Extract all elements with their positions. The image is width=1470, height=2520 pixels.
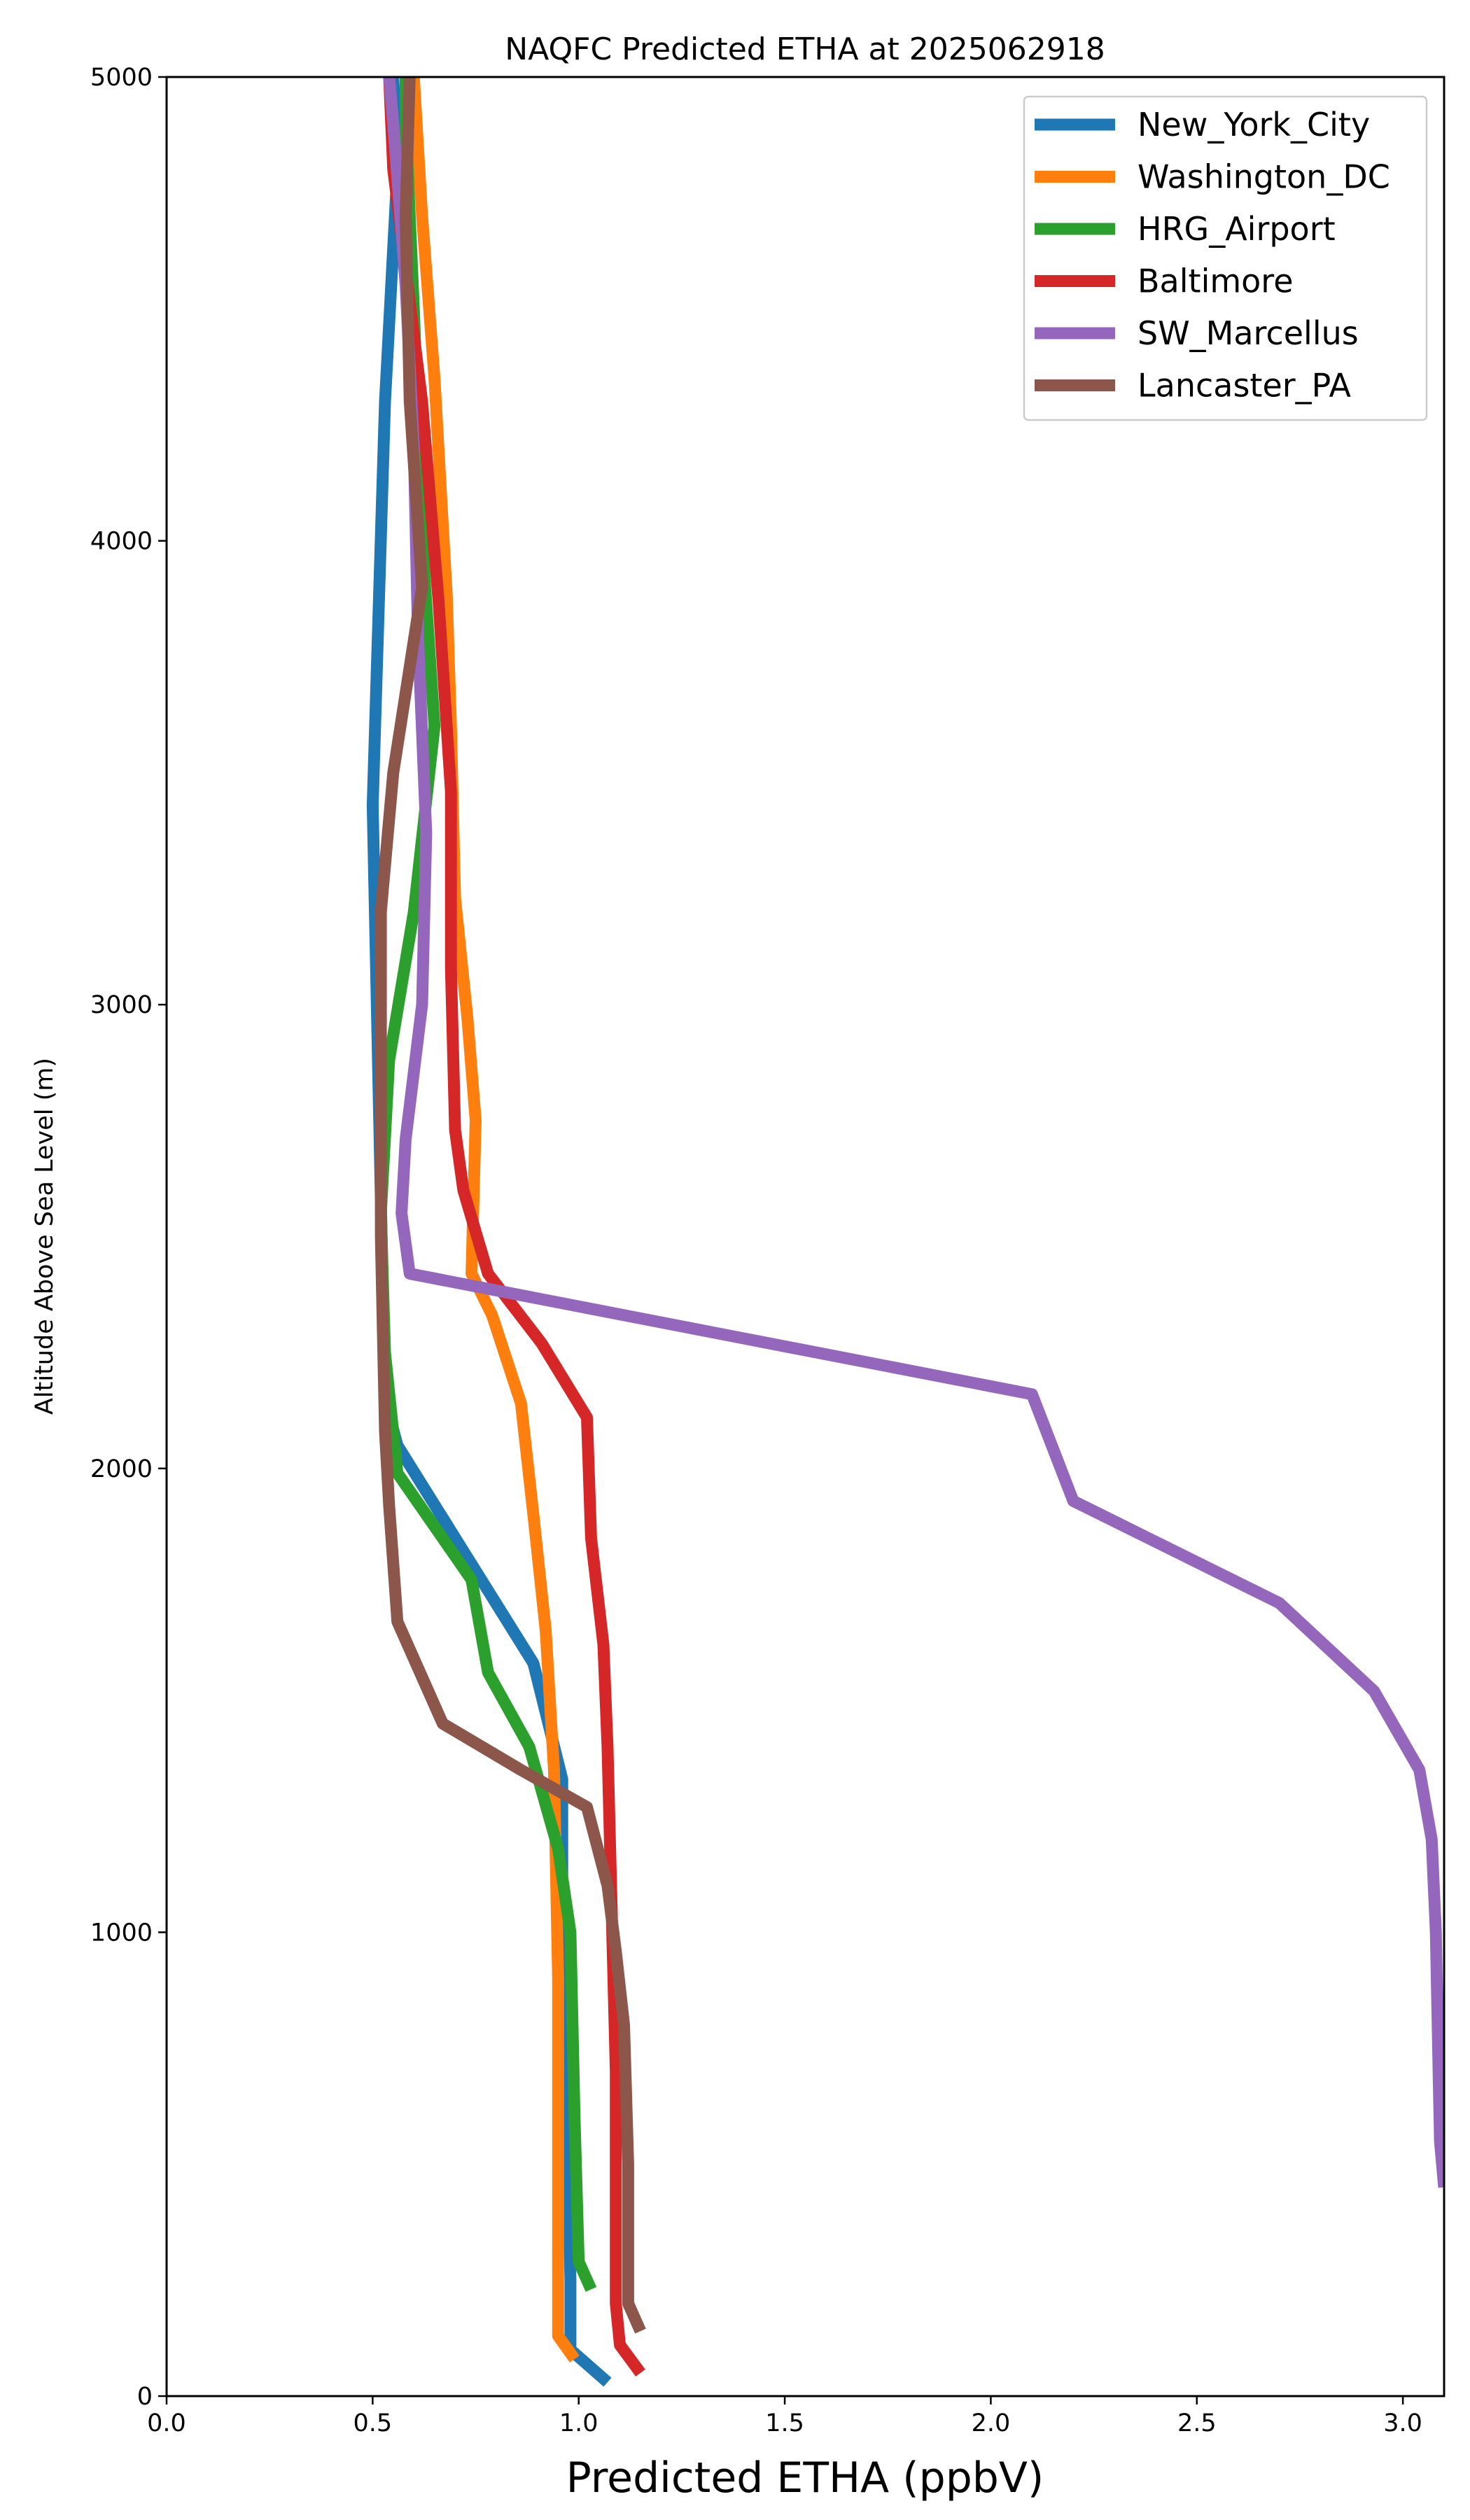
y-tick-label: 1000 [90, 1919, 153, 1947]
plot-frame [165, 76, 1446, 2398]
series-line-baltimore [383, 77, 645, 2376]
x-tick-label: 2.0 [972, 2409, 1011, 2437]
series-line-washington-dc [407, 77, 580, 2362]
legend: New_York_City Washington_DC HRG_Airport Bal… [1023, 95, 1428, 421]
y-tick-label: 5000 [90, 64, 153, 92]
legend-label-baltimore: Baltimore [1138, 262, 1294, 300]
x-tick-label: 1.5 [765, 2409, 804, 2437]
y-tick-label: 0 [137, 2383, 153, 2411]
y-tick-label: 3000 [90, 991, 153, 1019]
series-line-new-york-city [366, 77, 612, 2387]
x-axis-label: Predicted ETHA (ppbV) [566, 2454, 1044, 2502]
series-layer [366, 77, 1444, 2387]
chart-title: NAQFC Predicted ETHA at 2025062918 [505, 31, 1105, 67]
legend-box [1023, 95, 1428, 421]
x-tick-label: 0.5 [354, 2409, 393, 2437]
x-tick-label: 0.0 [147, 2409, 186, 2437]
y-axis: 0 1000 2000 3000 4000 5000 [90, 64, 167, 2411]
legend-label-lancaster-pa: Lancaster_PA [1138, 367, 1351, 405]
x-tick-label: 3.0 [1383, 2409, 1422, 2437]
legend-label-hrg-airport: HRG_Airport [1138, 210, 1336, 248]
legend-label-sw-marcellus: SW_Marcellus [1138, 314, 1359, 352]
y-axis-label: Altitude Above Sea Level (m) [31, 1058, 59, 1415]
legend-label-washington-dc: Washington_DC [1138, 158, 1390, 196]
y-tick-label: 4000 [90, 528, 153, 556]
y-tick-label: 2000 [90, 1455, 153, 1483]
x-axis: 0.0 0.5 1.0 1.5 2.0 2.5 3.0 [147, 2396, 1422, 2437]
x-tick-label: 2.5 [1177, 2409, 1217, 2437]
legend-label-new-york-city: New_York_City [1138, 106, 1370, 144]
series-line-lancaster-pa [374, 77, 646, 2334]
x-tick-label: 1.0 [559, 2409, 598, 2437]
